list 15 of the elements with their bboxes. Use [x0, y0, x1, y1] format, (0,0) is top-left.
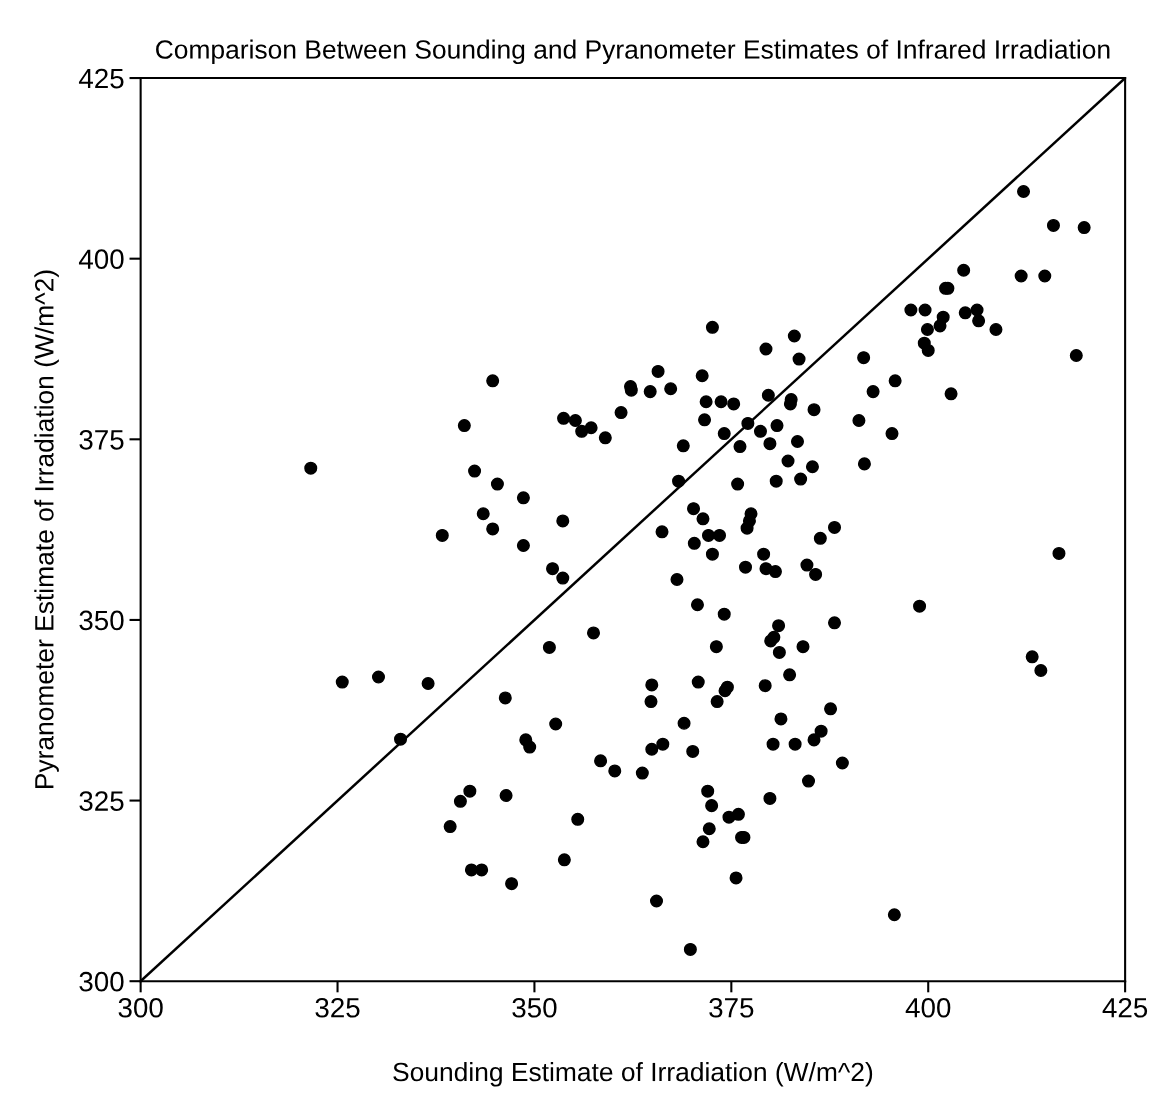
y-tick-label: 400	[78, 249, 124, 270]
y-tick-label: 325	[79, 791, 124, 811]
x-tick-label: 325	[315, 997, 360, 1018]
x-axis-title: Sounding Estimate of Irradiation (W/m^2)	[393, 1061, 873, 1087]
y-tick-label: 300	[79, 971, 124, 992]
y-tick-label: 425	[78, 68, 124, 89]
x-tick-label: 375	[709, 997, 754, 1018]
chart-title: Comparison Between Sounding and Pyranometer Estimates of Infrared Irradiation	[156, 39, 1110, 65]
x-tick-label: 400	[905, 997, 951, 1018]
x-tick-label: 300	[118, 997, 163, 1018]
x-tick-label: 425	[1102, 997, 1148, 1018]
x-tick-label: 350	[512, 997, 557, 1018]
y-tick-label: 375	[79, 429, 124, 450]
y-tick-label: 350	[79, 610, 124, 631]
y-axis-title: Pyranometer Estimate of Irradiation (W/m^2)	[34, 270, 59, 789]
